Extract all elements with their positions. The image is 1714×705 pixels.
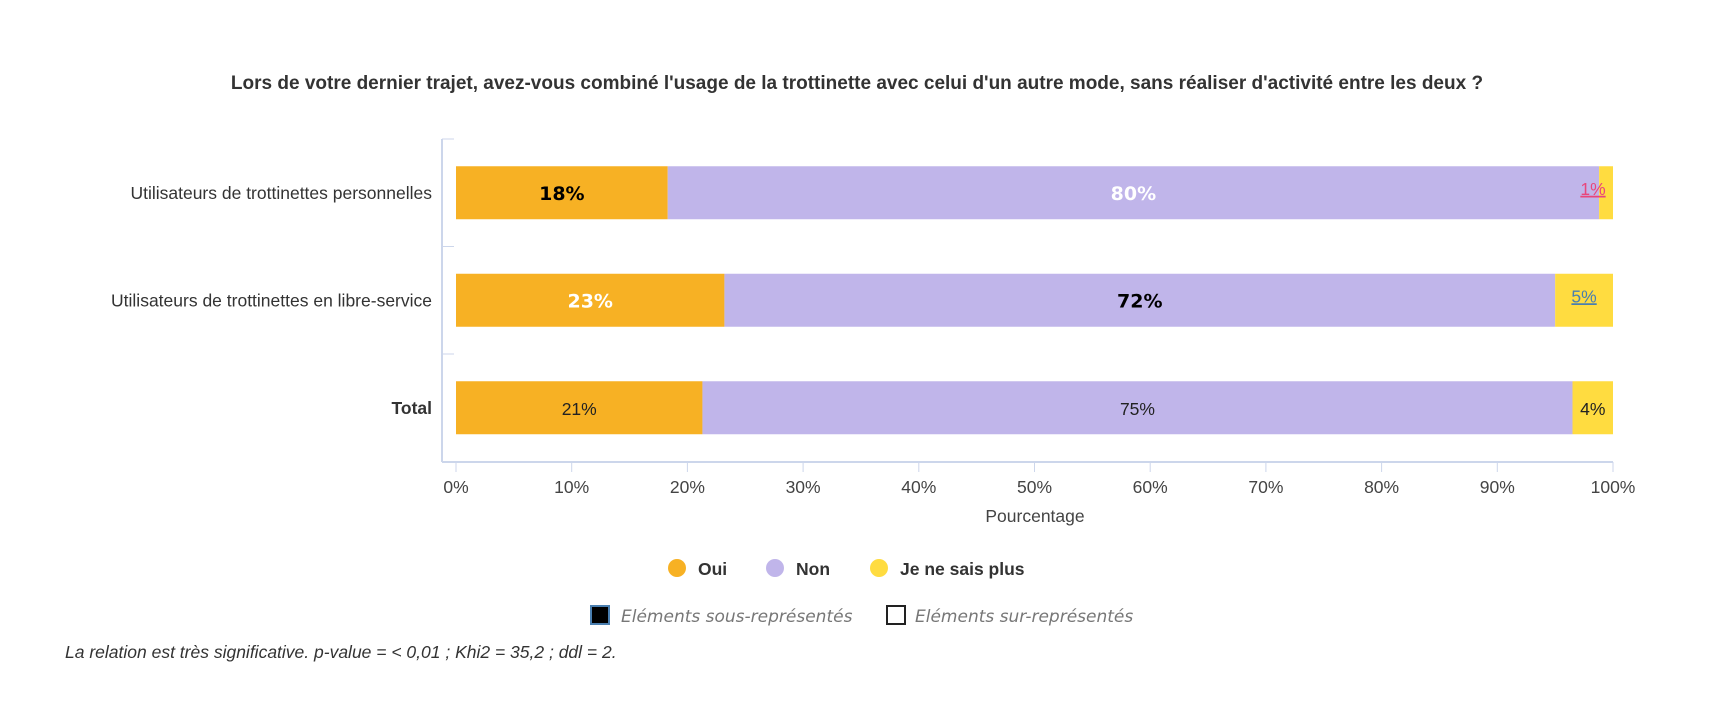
data-label: 1% bbox=[1580, 179, 1605, 199]
x-tick-label: 60% bbox=[1133, 477, 1168, 497]
data-label: 72% bbox=[1117, 290, 1162, 312]
legend-swatch bbox=[870, 559, 888, 577]
x-tick-label: 70% bbox=[1248, 477, 1283, 497]
category-label: Utilisateurs de trottinettes personnelle… bbox=[130, 183, 432, 203]
data-label: 4% bbox=[1580, 399, 1605, 419]
category-axis: Utilisateurs de trottinettes personnelle… bbox=[111, 183, 432, 418]
x-tick-label: 90% bbox=[1480, 477, 1515, 497]
x-axis: 0% 10% 20% 30% 40% 50% 60% 70% 80% 90% 100% bbox=[441, 138, 1636, 497]
bar-segment bbox=[456, 273, 725, 327]
under-represented-label: Eléments sous-représentés bbox=[621, 607, 853, 627]
bar-segment bbox=[456, 381, 703, 435]
x-tick-label: 20% bbox=[670, 477, 705, 497]
bar-segment bbox=[667, 166, 1600, 220]
bar-segment bbox=[1599, 166, 1613, 220]
representation-legend: Eléments sous-représentés Eléments sur-r… bbox=[590, 605, 1133, 627]
legend-item[interactable]: Non bbox=[796, 559, 830, 579]
over-represented-label: Eléments sur-représentés bbox=[915, 607, 1133, 627]
bar-segment bbox=[1572, 381, 1613, 435]
category-label: Total bbox=[391, 398, 432, 418]
bar-segment bbox=[1555, 273, 1613, 327]
x-tick-label: 80% bbox=[1364, 477, 1399, 497]
bar-segment bbox=[456, 166, 668, 220]
data-label: 18% bbox=[539, 183, 584, 205]
legend-item[interactable]: Oui bbox=[698, 559, 727, 579]
legend-swatch bbox=[668, 559, 686, 577]
category-label: Utilisateurs de trottinettes en libre-se… bbox=[111, 290, 432, 310]
x-axis-title: Pourcentage bbox=[985, 506, 1084, 526]
x-tick-label: 50% bbox=[1017, 477, 1052, 497]
bar-segment bbox=[724, 273, 1556, 327]
data-label: 21% bbox=[562, 399, 597, 419]
bar-segment bbox=[702, 381, 1573, 435]
x-tick-label: 30% bbox=[786, 477, 821, 497]
data-label: 5% bbox=[1571, 286, 1596, 306]
x-tick-label: 100% bbox=[1591, 477, 1636, 497]
x-tick-label: 10% bbox=[554, 477, 589, 497]
legend: Oui Non Je ne sais plus bbox=[668, 559, 1025, 579]
data-label: 80% bbox=[1111, 183, 1156, 205]
x-tick-label: 0% bbox=[443, 477, 468, 497]
legend-swatch bbox=[766, 559, 784, 577]
x-tick-label: 40% bbox=[901, 477, 936, 497]
chart-title: Lors de votre dernier trajet, avez-vous … bbox=[231, 73, 1483, 94]
data-label: 23% bbox=[567, 290, 612, 312]
data-label: 75% bbox=[1120, 399, 1155, 419]
plot-area: 18% 80% 1% 23% 72% 5% 21% 75% 4% bbox=[456, 166, 1613, 435]
over-represented-swatch bbox=[886, 605, 906, 625]
footnote: La relation est très significative. p-va… bbox=[65, 642, 617, 662]
under-represented-swatch bbox=[590, 605, 610, 625]
legend-item[interactable]: Je ne sais plus bbox=[900, 559, 1025, 579]
